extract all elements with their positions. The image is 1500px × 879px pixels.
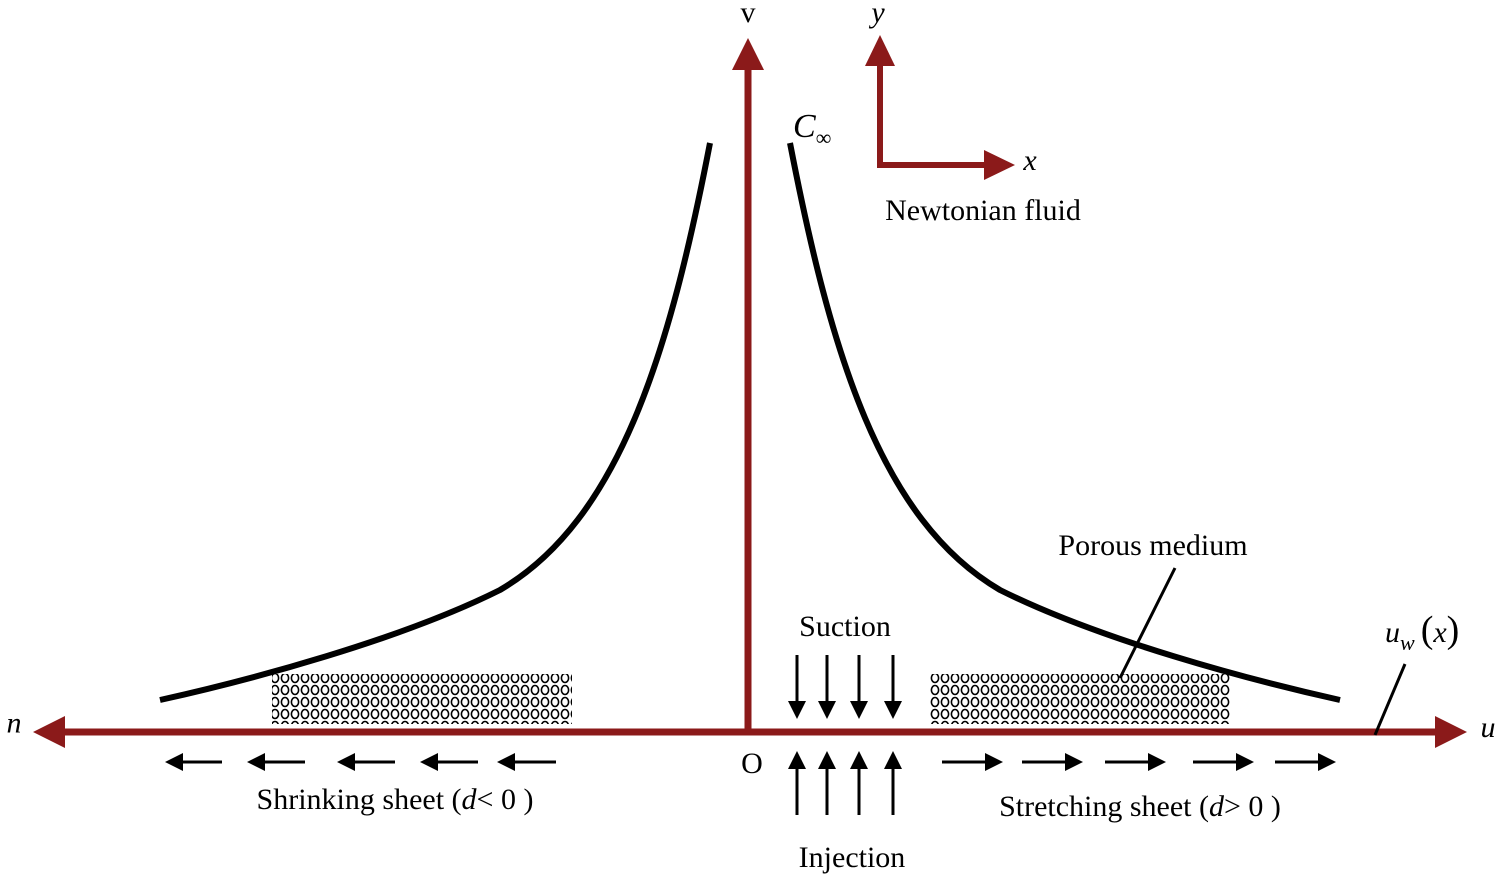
subscript: w [1400,630,1415,655]
frame-label: y [868,0,885,29]
symbol: u [1385,616,1400,649]
text: > 0 ) [1224,790,1281,823]
frame-label: x [1022,144,1037,177]
boundary-curve [159,142,713,703]
porous-label: Porous medium [1058,529,1247,562]
axis-label: u [7,712,22,745]
leader-line [1118,567,1177,679]
fluid-label: Newtonian fluid [885,194,1081,227]
arrowhead [984,150,1015,180]
symbol: C [793,108,816,145]
variable: d [1209,790,1225,823]
variable: d [462,783,478,816]
arrowhead [1435,716,1467,748]
axis-label: u [1481,711,1496,744]
subscript: ∞ [816,125,832,150]
arrowhead [732,38,764,70]
flow-arrows [788,655,902,815]
axis-label: v [741,0,756,29]
origin-label: O [741,747,763,780]
leader-line [1373,663,1407,736]
concentration-label: C∞ [793,108,831,150]
text: Shrinking sheet ( [257,783,462,816]
wall-velocity-label: uw (x) [1385,609,1459,655]
porous-block [930,674,1230,724]
text: Stretching sheet ( [999,790,1209,823]
injection-label: Injection [799,841,906,874]
text: < 0 ) [477,783,534,816]
suction-label: Suction [799,610,891,643]
stretching-label: Stretching sheet (d> 0 ) [999,790,1281,823]
axes [33,35,1467,748]
shrinking-label: Shrinking sheet (d< 0 ) [257,783,534,816]
porous-block [272,674,572,724]
arrowhead [33,716,65,748]
boundary-curve [787,142,1341,703]
arrowhead [865,35,895,66]
argument: x [1432,616,1447,649]
